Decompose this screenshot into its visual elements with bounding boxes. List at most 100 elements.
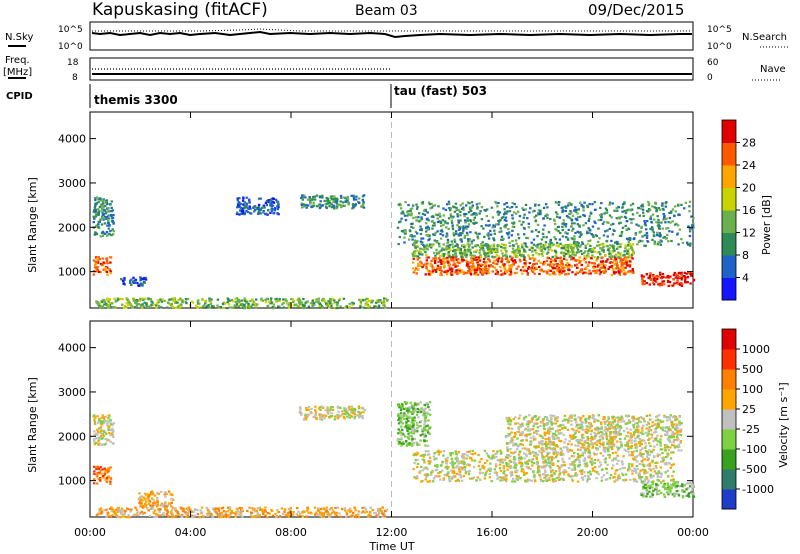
power-echo-5 (300, 196, 303, 200)
velocity-echo-6 (526, 462, 530, 465)
power-echo-6 (691, 227, 694, 230)
power-echo-1 (92, 273, 95, 276)
power-echo-6 (657, 218, 660, 222)
power-echo-6 (532, 238, 536, 241)
velocity-echo-6 (506, 456, 509, 459)
power-echo-8 (546, 246, 549, 249)
velocity-echo-6 (641, 463, 644, 466)
power-echo-6 (511, 201, 514, 205)
power-echo-6 (566, 232, 569, 235)
power-echo-6 (557, 225, 560, 228)
velocity-echo-1 (98, 471, 101, 474)
velocity-echo-6 (514, 450, 517, 453)
power-echo-6 (415, 219, 418, 222)
power-echo-6 (537, 213, 540, 216)
power-echo-8 (412, 256, 415, 259)
power-echo-5 (304, 196, 307, 199)
power-echo-5 (354, 204, 357, 207)
power-echo-9 (657, 283, 660, 286)
power-echo-5 (300, 202, 303, 205)
velocity-echo-3 (158, 514, 162, 517)
velocity-echo-5 (399, 430, 402, 433)
power-echo-7 (615, 263, 619, 266)
velocity-echo-5 (423, 432, 426, 435)
power-echo-3 (145, 304, 148, 307)
power-echo-4 (243, 206, 247, 209)
power-echo-6 (644, 221, 647, 225)
power-echo-7 (412, 257, 415, 260)
velocity-echo-3 (351, 511, 355, 514)
power-echo-5 (355, 195, 358, 198)
power-echo-4 (269, 211, 272, 214)
power-echo-1 (99, 271, 102, 274)
velocity-echo-2 (163, 493, 166, 496)
power-echo-7 (514, 271, 517, 275)
power-echo-6 (398, 221, 401, 224)
velocity-echo-6 (540, 451, 543, 454)
power-echo-6 (510, 205, 514, 209)
power-echo-6 (523, 213, 526, 216)
power-echo-6 (509, 244, 512, 248)
power-echo-8 (473, 254, 476, 257)
power-echo-6 (476, 235, 479, 238)
velocity-echo-6 (654, 465, 658, 468)
power-echo-7 (576, 266, 579, 269)
velocity-echo-4 (350, 405, 354, 408)
power-echo-7 (444, 271, 448, 274)
power-echo-5 (332, 200, 335, 203)
power-echo-8 (413, 244, 417, 247)
power-echo-6 (438, 242, 441, 245)
power-echo-8 (599, 253, 602, 256)
velocity-echo-6 (463, 468, 466, 471)
power-echo-7 (532, 263, 535, 266)
power-echo-6 (439, 232, 442, 236)
power-echo-8 (420, 242, 423, 245)
power-echo-6 (606, 235, 609, 238)
power-echo-7 (579, 260, 582, 263)
power-echo-7 (550, 262, 553, 265)
velocity-echo-6 (465, 463, 469, 466)
velocity-echo-6 (533, 454, 536, 457)
power-echo-3 (321, 299, 324, 302)
power-echo-3 (271, 306, 274, 309)
velocity-echo-1 (99, 466, 102, 469)
velocity-echo-3 (303, 510, 306, 514)
velocity-echo-0 (106, 424, 109, 427)
power-echo-6 (647, 200, 650, 204)
velocity-echo-6 (511, 477, 515, 480)
power-echo-6 (505, 223, 508, 226)
power-echo-5 (325, 206, 328, 210)
power-echo-6 (571, 214, 575, 217)
velocity-echo-1 (106, 478, 109, 481)
velocity-echo-5 (423, 403, 426, 407)
velocity-echo-1 (104, 468, 107, 471)
power-echo-3 (383, 304, 386, 307)
power-echo-0 (92, 215, 95, 218)
velocity-echo-5 (401, 441, 405, 444)
power-echo-0 (107, 214, 110, 217)
velocity-echo-3 (369, 512, 372, 515)
power-echo-6 (591, 203, 594, 206)
velocity-echo-6 (487, 468, 490, 471)
power-echo-6 (600, 218, 603, 221)
power-echo-8 (618, 256, 621, 259)
power-echo-6 (399, 220, 402, 223)
velocity-echo-5 (425, 439, 428, 442)
power-echo-6 (404, 219, 408, 222)
velocity-echo-6 (535, 453, 538, 456)
power-echo-4 (253, 210, 256, 213)
velocity-echo-4 (320, 413, 323, 416)
velocity-echo-6 (602, 454, 605, 457)
power-echo-6 (658, 241, 661, 244)
velocity-echo-6 (416, 462, 420, 465)
velocity-echo-3 (334, 506, 337, 510)
velocity-echo-4 (357, 405, 361, 408)
power-echo-8 (618, 253, 621, 256)
power-echo-6 (654, 201, 657, 204)
power-echo-6 (492, 237, 495, 240)
velocity-echo-5 (405, 423, 408, 426)
power-echo-6 (646, 220, 649, 223)
power-echo-8 (630, 253, 634, 256)
power-echo-3 (278, 305, 281, 308)
power-echo-5 (361, 198, 364, 201)
